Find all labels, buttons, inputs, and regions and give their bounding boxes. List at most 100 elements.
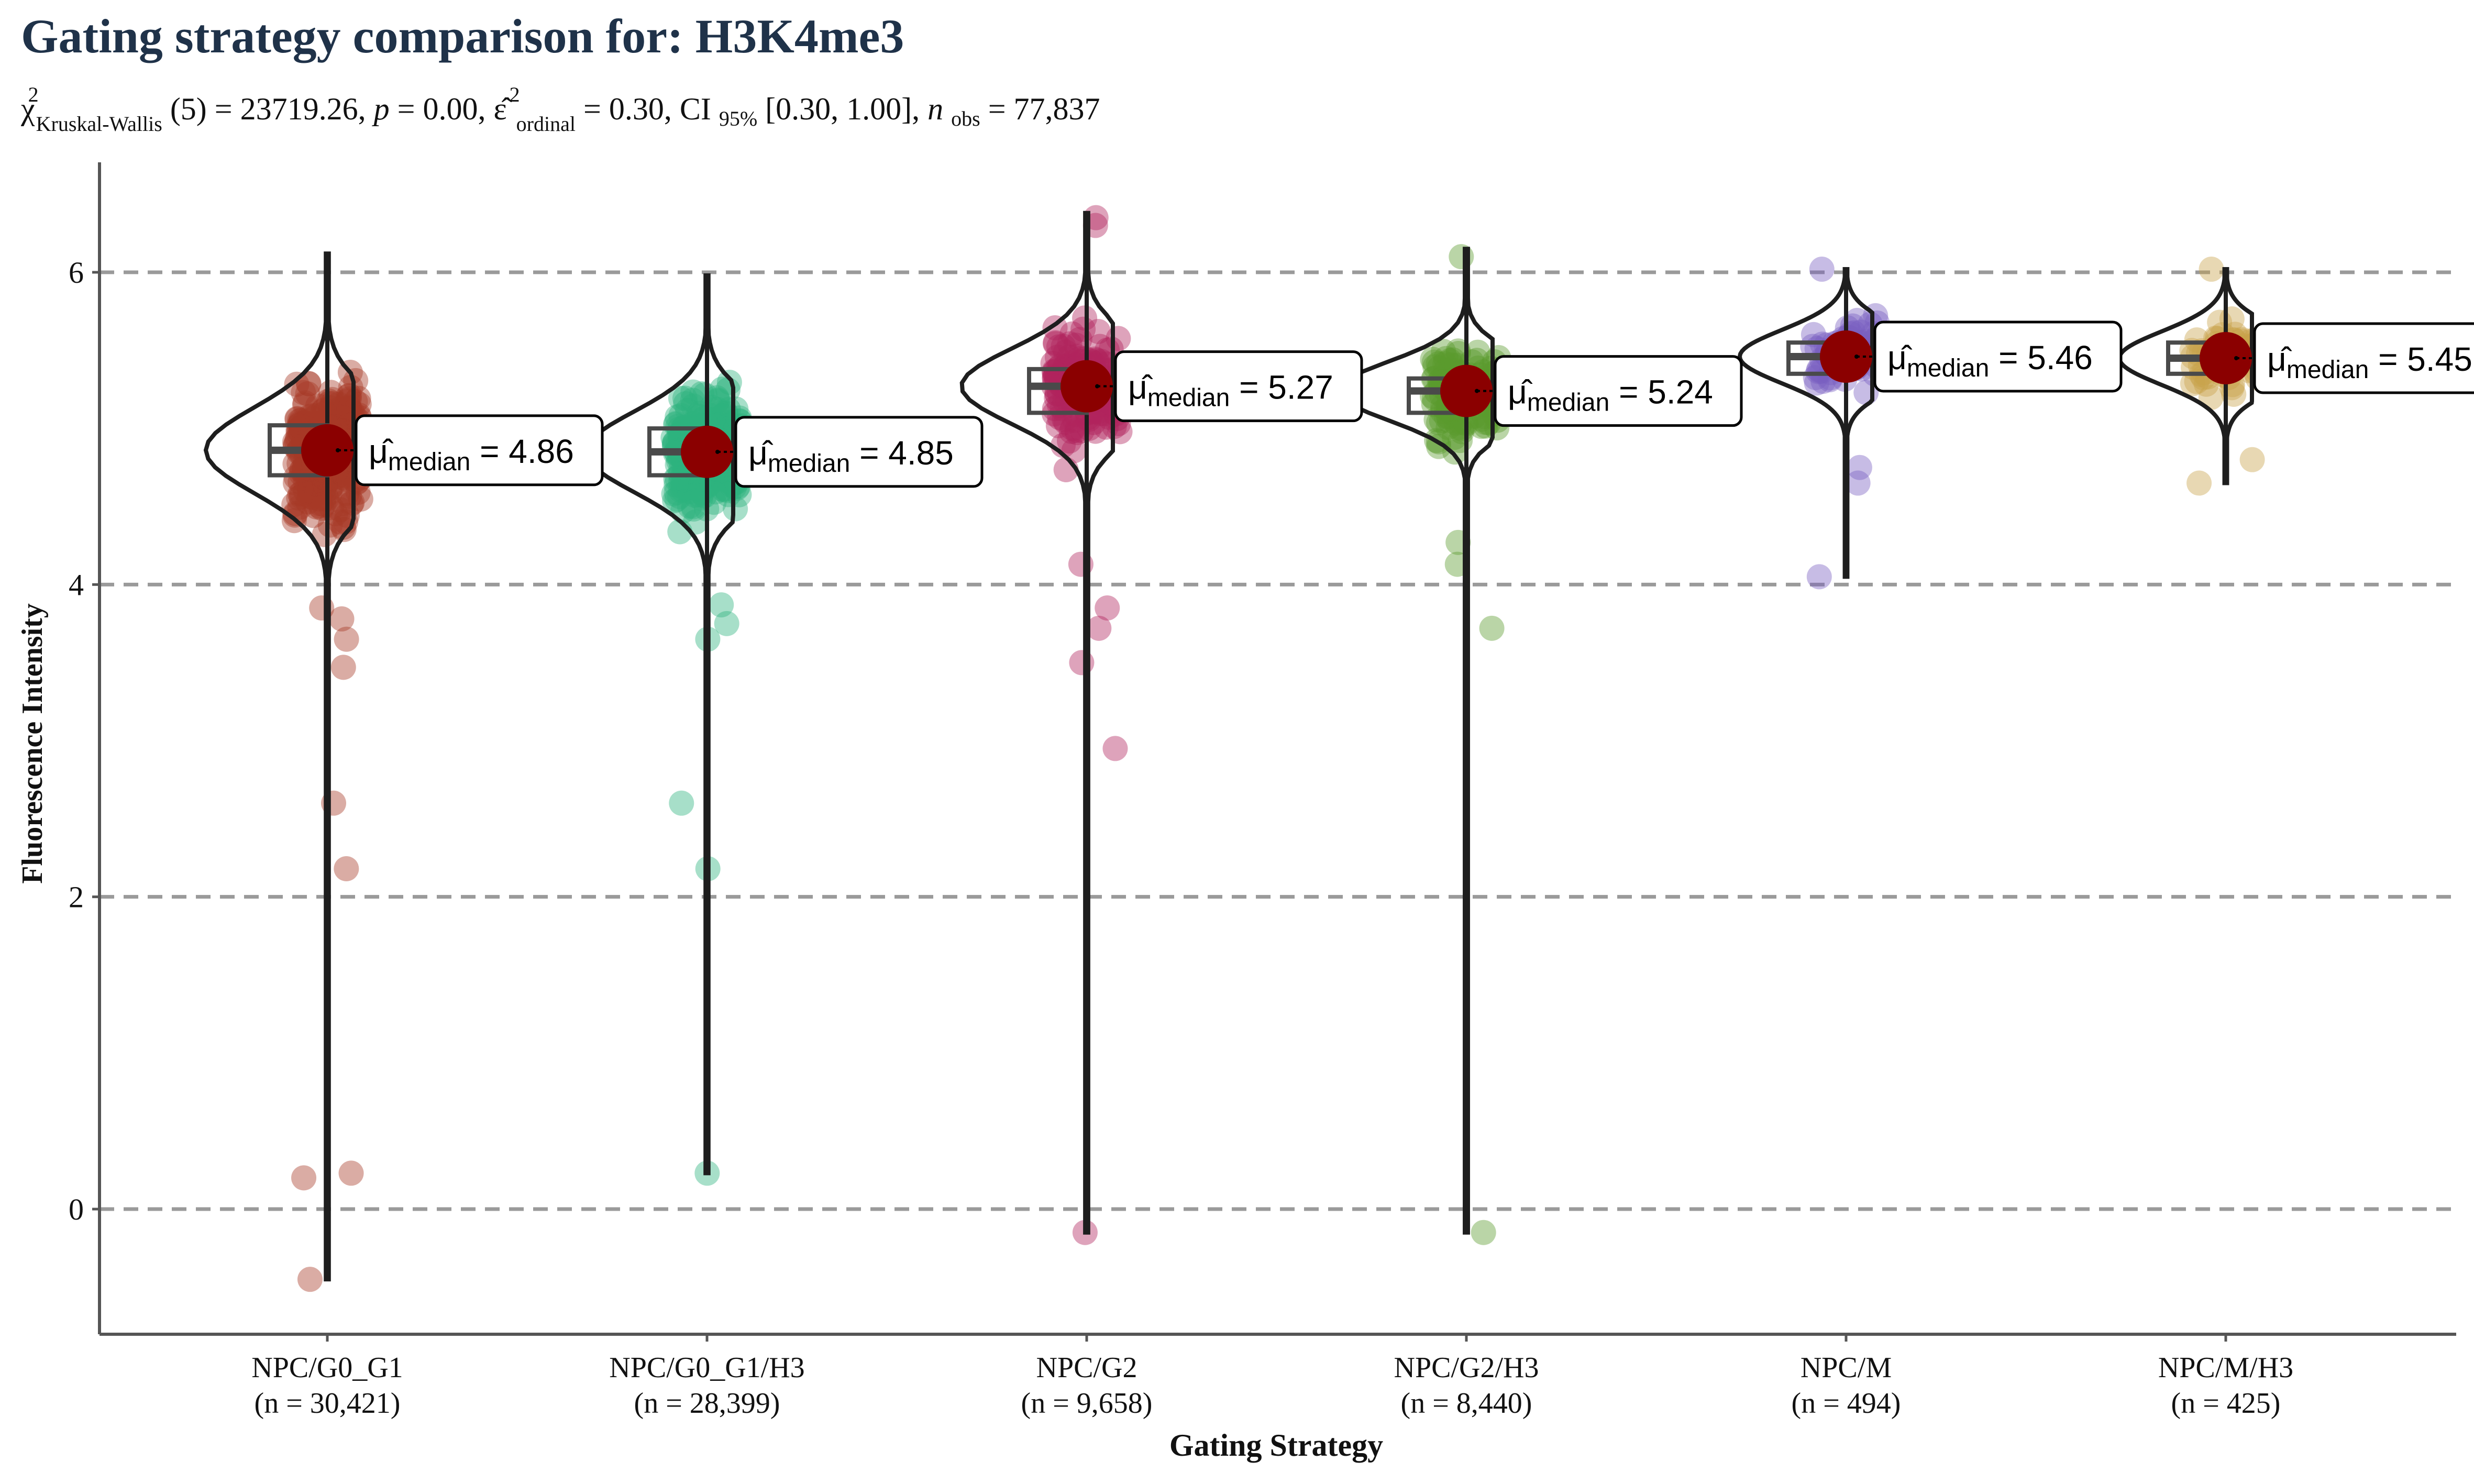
- median-marker: [1061, 360, 1113, 413]
- outlier-point: [1479, 615, 1505, 641]
- x-tick-n-label: (n = 494): [1792, 1387, 1901, 1420]
- violins: [203, 211, 2254, 1282]
- data-point: [1421, 349, 1447, 375]
- outlier-point: [1471, 1220, 1496, 1245]
- data-point: [677, 479, 703, 504]
- data-point: [1070, 316, 1096, 342]
- data-point: [1046, 334, 1072, 360]
- data-point: [1045, 413, 1071, 439]
- ci-subscript: 95%: [719, 107, 757, 130]
- median-label: μ̂median = 5.46: [1887, 339, 2093, 382]
- data-point: [1087, 334, 1113, 359]
- data-point: [705, 388, 731, 414]
- data-point: [289, 484, 314, 510]
- median-marker: [2200, 331, 2252, 384]
- median-label: μ̂median = 5.24: [1508, 373, 1713, 417]
- median-value: = 4.85: [850, 434, 954, 472]
- outlier-point: [2186, 470, 2212, 496]
- outlier-point: [330, 655, 356, 680]
- data-point: [686, 476, 711, 502]
- median-label-box: [1114, 350, 1363, 423]
- data-point: [295, 489, 321, 515]
- data-point: [300, 403, 325, 428]
- outlier-point: [714, 611, 739, 636]
- epsilon-superscript: 2: [510, 83, 520, 106]
- data-point: [682, 482, 708, 508]
- outlier-point: [338, 1160, 364, 1186]
- data-point: [675, 475, 700, 501]
- data-point: [1420, 347, 1445, 372]
- median-subscript: median: [2287, 356, 2369, 384]
- data-point: [680, 393, 706, 419]
- data-point: [680, 379, 706, 405]
- data-point: [312, 472, 338, 497]
- data-point: [668, 385, 693, 411]
- median-value: = 5.46: [1989, 339, 2093, 376]
- data-point: [326, 396, 352, 422]
- x-tick-n-label: (n = 8,440): [1401, 1387, 1532, 1420]
- data-point: [288, 411, 313, 436]
- data-point: [723, 396, 749, 422]
- data-point: [287, 494, 313, 520]
- data-point: [675, 397, 701, 423]
- data-point: [668, 403, 694, 428]
- p-value: = 0.00,: [397, 92, 494, 126]
- data-point: [723, 496, 748, 522]
- median-subscript: median: [768, 450, 850, 478]
- x-tick-label: NPC/M: [1801, 1352, 1892, 1384]
- data-point: [716, 370, 742, 395]
- data-point: [1076, 415, 1102, 441]
- data-point: [338, 374, 363, 400]
- y-tick-label: 6: [69, 256, 84, 290]
- data-point: [1803, 365, 1828, 391]
- data-point: [1044, 345, 1070, 370]
- data-point: [304, 494, 329, 520]
- data-point: [330, 514, 356, 540]
- data-point: [301, 503, 326, 528]
- outlier-point: [329, 606, 355, 632]
- x-axis-label: Gating Strategy: [1169, 1428, 1383, 1463]
- outlier-point: [291, 1165, 317, 1191]
- outlier-point: [1845, 470, 1871, 496]
- data-point: [297, 474, 323, 500]
- median-subscript: median: [1907, 355, 1989, 382]
- data-point: [299, 484, 325, 510]
- data-point: [676, 474, 702, 500]
- data-point: [1064, 417, 1090, 443]
- median-subscript: median: [1527, 389, 1609, 417]
- median-label-box: [355, 414, 604, 486]
- x-tick-n-label: (n = 30,421): [255, 1387, 401, 1420]
- data-point: [1435, 415, 1461, 440]
- data-point: [664, 486, 690, 512]
- data-point: [1058, 418, 1084, 444]
- y-tick-label: 4: [69, 568, 84, 602]
- data-point: [692, 473, 717, 499]
- data-point: [1433, 346, 1459, 371]
- outlier-point: [1086, 615, 1112, 641]
- data-point: [328, 397, 354, 423]
- data-point: [326, 391, 351, 417]
- data-point: [1041, 360, 1067, 385]
- data-point: [337, 396, 362, 422]
- data-point: [1053, 409, 1079, 435]
- n-subscript: obs: [951, 107, 980, 130]
- y-tick-label: 0: [69, 1192, 84, 1226]
- p-label: p: [372, 92, 390, 126]
- data-point: [1043, 330, 1068, 356]
- data-point: [1053, 339, 1078, 365]
- data-point: [692, 382, 717, 407]
- data-point: [282, 502, 308, 528]
- x-tick-n-label: (n = 9,658): [1021, 1387, 1153, 1420]
- data-point: [1064, 420, 1090, 446]
- data-point: [297, 404, 323, 429]
- median-label-box: [1494, 355, 1743, 427]
- data-point: [282, 501, 308, 526]
- data-point: [1043, 331, 1068, 357]
- data-point: [304, 403, 330, 428]
- y-axis-label: Fluorescence Intensity: [16, 603, 49, 884]
- data-point: [317, 512, 343, 538]
- data-point: [297, 471, 323, 497]
- x-tick-label: NPC/G2: [1036, 1352, 1137, 1384]
- x-tick-label: NPC/G0_G1/H3: [609, 1352, 804, 1384]
